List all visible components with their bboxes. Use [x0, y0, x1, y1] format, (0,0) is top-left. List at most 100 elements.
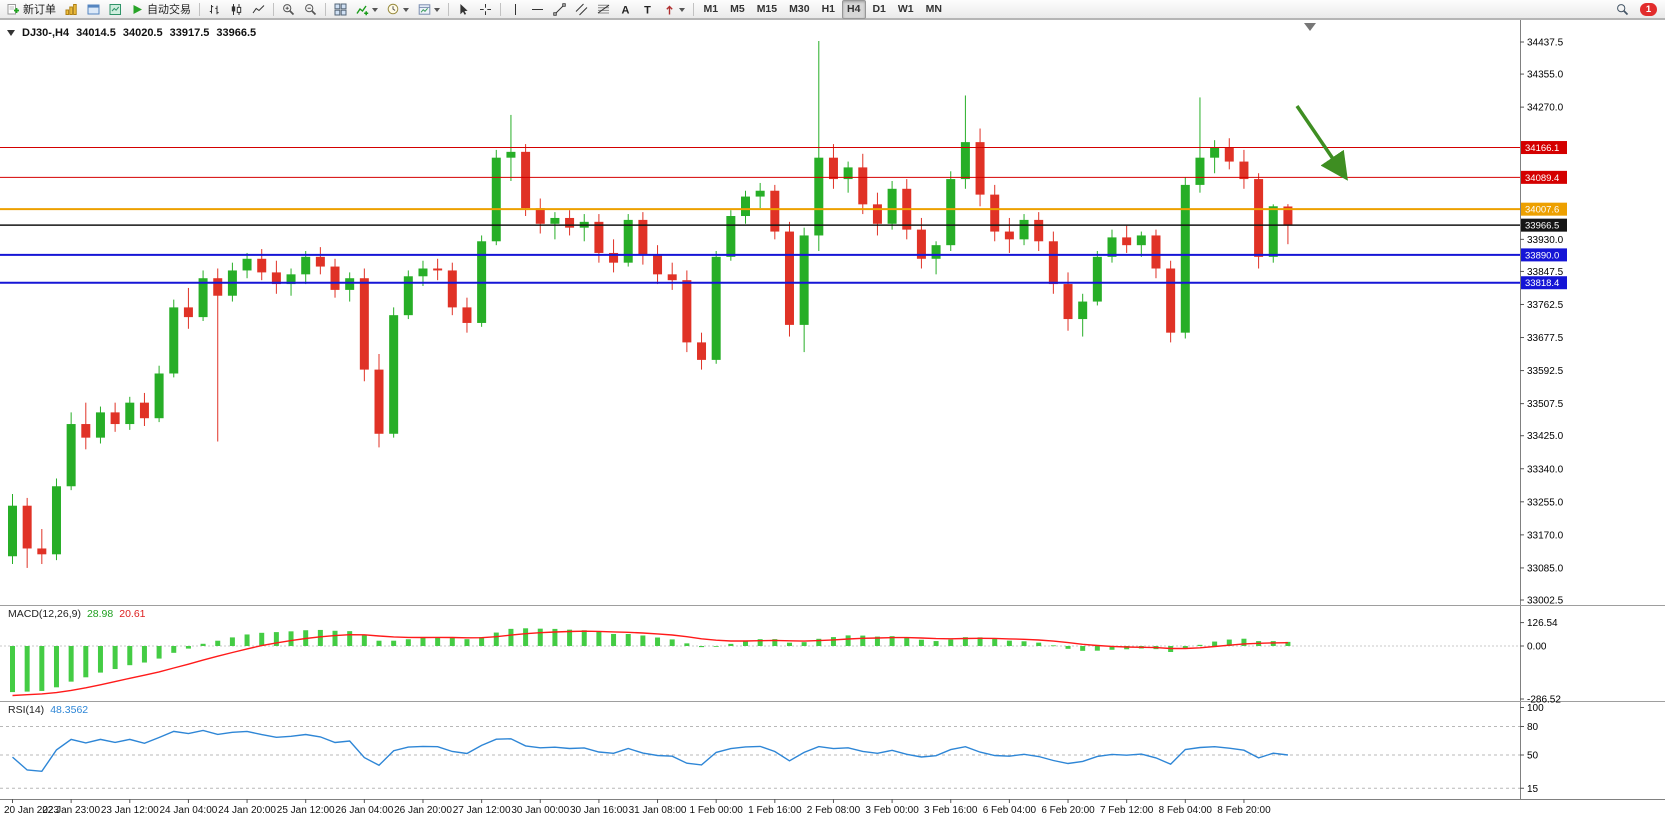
timeframe-w1-button[interactable]: W1: [897, 3, 914, 15]
timeframe-m1-button[interactable]: M1: [703, 3, 719, 15]
high-value: 34020.5: [122, 26, 163, 39]
one-click-trading-expander-icon[interactable]: [7, 30, 15, 40]
macd-signal-value: 20.61: [119, 608, 146, 620]
price-badge: [1521, 141, 1567, 155]
svg-text:7 Feb 12:00: 7 Feb 12:00: [1100, 805, 1154, 816]
strategy-tester-icon: [109, 3, 121, 15]
timeframe-m15-button[interactable]: M15: [756, 3, 778, 15]
notification-badge[interactable]: 1: [1640, 2, 1657, 16]
candle: [183, 307, 193, 318]
svg-text:33762.5: 33762.5: [1527, 300, 1564, 311]
low-value: 33917.5: [169, 26, 210, 39]
dropdown-caret-icon: [434, 7, 440, 15]
symbol-period: DJ30-,H4: [22, 26, 70, 39]
profiles-button[interactable]: [83, 0, 104, 19]
strategy-tester-button[interactable]: [105, 0, 126, 19]
candle: [389, 315, 399, 434]
toolbar-separator: [199, 2, 200, 16]
new-order-button[interactable]: 新订单: [3, 0, 60, 19]
svg-text:31 Jan 08:00: 31 Jan 08:00: [629, 805, 687, 816]
label-button[interactable]: T: [637, 0, 658, 19]
rsi-name: RSI(14): [8, 704, 45, 716]
chart-shift-marker[interactable]: [1304, 23, 1316, 31]
candle: [169, 307, 179, 374]
candle: [1151, 235, 1161, 269]
candle: [550, 217, 560, 224]
horizontal-line-button[interactable]: [527, 0, 548, 19]
toolbar-button-label: 新订单: [23, 4, 56, 16]
candle: [946, 179, 956, 246]
arrows-button[interactable]: [659, 0, 689, 19]
fibonacci-button[interactable]: [593, 0, 614, 19]
line-chart-icon: [252, 4, 265, 13]
svg-text:26 Jan 04:00: 26 Jan 04:00: [335, 805, 393, 816]
time-axis[interactable]: [0, 799, 1520, 819]
indicators-icon: [356, 5, 369, 15]
candle: [139, 402, 149, 419]
candle: [1092, 256, 1102, 302]
periods-icon: [387, 3, 399, 14]
toolbar-right: 1: [1612, 0, 1662, 19]
macd-scale-label: 0.00: [1527, 642, 1547, 653]
candle: [609, 252, 619, 263]
price-badge: [1521, 170, 1567, 184]
timeframe-m5-button[interactable]: M5: [730, 3, 745, 15]
timeframe-h1-button[interactable]: H1: [821, 3, 835, 15]
macd-scale-label: 126.54: [1527, 618, 1558, 629]
timeframe-h4-button[interactable]: H4: [841, 0, 866, 19]
vertical-line-button[interactable]: [505, 0, 526, 19]
candle: [990, 194, 1000, 232]
zoom-out-button[interactable]: [300, 0, 321, 19]
svg-text:3 Feb 16:00: 3 Feb 16:00: [924, 805, 978, 816]
svg-text:33170.0: 33170.0: [1527, 530, 1564, 541]
svg-text:A: A: [622, 4, 630, 16]
timeframe-mn-button[interactable]: MN: [925, 3, 942, 15]
candle: [843, 167, 853, 180]
candlestick-chart-button[interactable]: [226, 0, 247, 19]
candle: [521, 151, 531, 209]
channel-icon: [575, 3, 588, 15]
line-chart-button[interactable]: [248, 0, 269, 19]
svg-text:2 Feb 08:00: 2 Feb 08:00: [807, 805, 861, 816]
macd-name: MACD(12,26,9): [8, 608, 81, 620]
candle: [359, 278, 369, 370]
timeframe-d1-button[interactable]: D1: [872, 3, 886, 15]
candle: [198, 278, 208, 318]
svg-text:33930.0: 33930.0: [1527, 235, 1564, 246]
new-chart-button[interactable]: [61, 0, 82, 19]
crosshair-button[interactable]: [475, 0, 496, 19]
search-button[interactable]: [1612, 0, 1633, 19]
candle: [315, 256, 325, 267]
timeframe-m30-button[interactable]: M30: [789, 3, 810, 15]
new-chart-icon: [65, 3, 77, 15]
periods-button[interactable]: [383, 0, 413, 19]
candle: [1107, 237, 1117, 257]
zoom-in-button[interactable]: [278, 0, 299, 19]
tile-windows-icon: [334, 3, 347, 15]
auto-trading-button[interactable]: 自动交易: [127, 0, 195, 19]
price-axis[interactable]: [1521, 20, 1665, 799]
candle: [726, 216, 736, 257]
price-badge-label: 34089.4: [1525, 173, 1559, 184]
toolbar-separator: [448, 2, 449, 16]
trend-arrow-object[interactable]: [1295, 105, 1348, 181]
candle: [872, 204, 882, 224]
toolbar-separator: [500, 2, 501, 16]
channel-button[interactable]: [571, 0, 592, 19]
price-badge-label: 33818.4: [1525, 278, 1559, 289]
candle: [1122, 237, 1132, 246]
indicators-button[interactable]: [352, 0, 382, 19]
svg-text:33592.5: 33592.5: [1527, 366, 1564, 377]
templates-button[interactable]: [414, 0, 444, 19]
bar-chart-button[interactable]: [204, 0, 225, 19]
candle: [1195, 157, 1205, 185]
candle: [506, 151, 516, 158]
profiles-icon: [87, 4, 100, 14]
candle: [916, 229, 926, 259]
tile-windows-button[interactable]: [330, 0, 351, 19]
text-button[interactable]: A: [615, 0, 636, 19]
cursor-button[interactable]: [453, 0, 474, 19]
price-badge: [1521, 276, 1567, 290]
trendline-button[interactable]: [549, 0, 570, 19]
